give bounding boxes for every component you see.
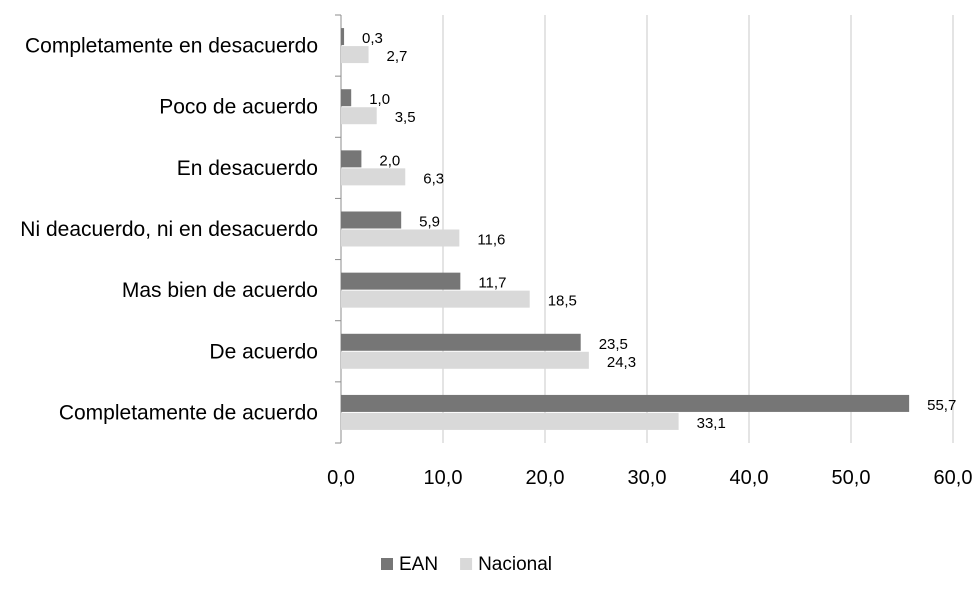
bar-nacional	[341, 168, 406, 186]
x-tick-label: 0,0	[327, 467, 355, 489]
bar-nacional	[341, 46, 369, 64]
category-label: Completamente en desacuerdo	[25, 35, 318, 58]
bar-ean	[341, 333, 581, 351]
bar-ean	[341, 211, 402, 229]
x-tick-label: 20,0	[526, 467, 565, 489]
axes	[335, 14, 342, 444]
data-label-nacional: 6,3	[423, 170, 444, 187]
category-label: Completamente de acuerdo	[59, 401, 318, 424]
data-label-nacional: 2,7	[387, 48, 408, 65]
category-labels: Completamente en desacuerdo Poco de acuer…	[20, 35, 318, 425]
data-label-ean: 0,3	[362, 30, 383, 47]
data-labels: 0,32,7 1,0 3,5 2,0 6,3 5,9 11,6 11,7 18,5 23,524,…	[362, 30, 956, 432]
legend-label-ean: EAN	[399, 554, 438, 575]
bar-ean	[341, 272, 461, 290]
bar-ean	[341, 89, 352, 107]
x-tick-labels: 0,0 10,0 20,0 30,0 40,0 50,0 60,0	[327, 467, 972, 489]
data-label-nacional: 3,5	[395, 109, 416, 126]
data-label-nacional: 18,5	[548, 293, 577, 310]
legend-swatch-nacional	[460, 558, 473, 570]
category-label: Ni deacuerdo, ni en desacuerdo	[20, 218, 318, 241]
x-tick-label: 50,0	[832, 467, 871, 489]
legend-label-nacional: Nacional	[478, 554, 552, 575]
bar-nacional	[341, 351, 589, 369]
category-label: De acuerdo	[209, 340, 318, 363]
data-label-ean: 5,9	[419, 214, 440, 231]
bars	[341, 28, 910, 430]
bar-nacional	[341, 290, 530, 308]
legend: EAN Nacional	[381, 554, 552, 575]
data-label-ean: 23,5	[599, 336, 628, 353]
data-label-nacional: 33,1	[697, 415, 726, 432]
bar-ean	[341, 28, 345, 46]
category-label: En desacuerdo	[177, 157, 318, 180]
legend-swatch-ean	[381, 558, 393, 570]
x-tick-label: 10,0	[424, 467, 463, 489]
data-label-ean: 11,7	[478, 275, 506, 292]
category-label: Poco de acuerdo	[159, 96, 318, 119]
x-tick-label: 40,0	[730, 467, 769, 489]
data-label-nacional: 11,6	[477, 232, 505, 249]
bar-nacional	[341, 412, 679, 430]
category-label: Mas bien de acuerdo	[122, 279, 318, 302]
data-label-ean: 1,0	[369, 91, 390, 108]
bar-nacional	[341, 229, 460, 247]
data-label-ean: 2,0	[379, 152, 400, 169]
bar-ean	[341, 150, 362, 168]
data-label-nacional: 24,3	[607, 354, 636, 371]
x-tick-label: 60,0	[934, 467, 973, 489]
data-label-ean: 55,7	[927, 397, 956, 414]
gridlines	[442, 15, 954, 443]
x-tick-label: 30,0	[628, 467, 667, 489]
bar-ean	[341, 394, 910, 412]
bar-nacional	[341, 107, 377, 125]
